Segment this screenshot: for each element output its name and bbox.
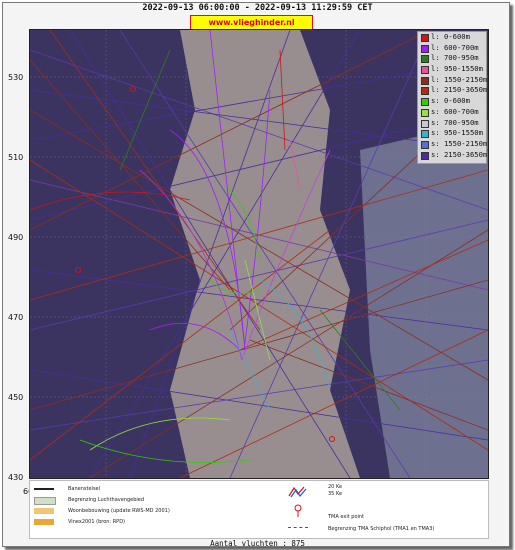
legend-swatch — [421, 98, 429, 107]
legend-item: s: 700-950m — [418, 118, 486, 129]
legend-swatch — [421, 55, 429, 64]
key-label: Begrenzing Luchthavengebied — [68, 497, 145, 503]
legend-item: l: 950-1550m — [418, 64, 486, 75]
flight-track-map[interactable] — [29, 29, 489, 479]
airport-area-swatch — [34, 497, 56, 505]
key-label: Banenstelsel — [68, 486, 101, 492]
key-label: Woonbebouwing (update RWS-MD 2001) — [68, 508, 170, 514]
housing-swatch — [34, 508, 54, 514]
noise-contour-icon — [288, 486, 307, 498]
legend-swatch — [421, 66, 429, 75]
legend-swatch — [421, 108, 429, 117]
legend-item: s: 0-600m — [418, 96, 486, 107]
legend-swatch — [421, 76, 429, 85]
key-label: 35 Ke — [328, 491, 343, 497]
legend-item: l: 0-600m — [418, 32, 486, 43]
tma-boundary-swatch — [288, 527, 308, 528]
key-label: Begrenzing TMA Schiphol (TMA1 en TMA3) — [328, 526, 435, 532]
map-key: Banenstelsel Begrenzing Luchthavengebied… — [29, 480, 489, 539]
legend-item: s: 2150-3650m — [418, 150, 487, 161]
altitude-legend: l: 0-600m l: 600-700m l: 700-950m l: 950… — [417, 31, 487, 164]
legend-item: s: 600-700m — [418, 107, 486, 118]
brand-label[interactable]: www.vlieghinder.nl — [190, 15, 313, 30]
y-tick: 430 — [8, 473, 24, 482]
legend-swatch — [421, 130, 429, 139]
legend-swatch — [421, 34, 429, 42]
vinex-swatch — [34, 519, 54, 525]
exit-point-icon — [294, 504, 302, 517]
legend-swatch — [421, 151, 429, 160]
key-label: 20 Ke — [328, 484, 343, 490]
runway-swatch — [34, 488, 54, 490]
legend-item: s: 950-1550m — [418, 128, 486, 139]
legend-swatch — [421, 119, 429, 128]
tma-exit-point — [75, 267, 81, 273]
legend-item: s: 1550-2150m — [418, 139, 487, 150]
map-canvas — [30, 30, 488, 478]
legend-swatch — [421, 44, 429, 53]
key-label: TMA exit point — [328, 514, 365, 520]
tma-exit-point — [329, 436, 335, 442]
key-label: Vinex2001 (bron: RPD) — [68, 519, 125, 525]
y-tick: 490 — [8, 233, 24, 242]
legend-swatch — [421, 87, 429, 96]
grid — [30, 30, 488, 478]
time-range-title: 2022-09-13 06:00:00 - 2022-09-13 11:29:5… — [142, 3, 373, 13]
y-tick: 450 — [8, 393, 24, 402]
legend-swatch — [421, 140, 429, 149]
legend-item: l: 2150-3650m — [418, 85, 487, 96]
y-tick: 530 — [8, 73, 24, 82]
legend-item: l: 1550-2150m — [418, 75, 487, 86]
y-tick: 510 — [8, 153, 24, 162]
tma-exit-point — [130, 86, 136, 92]
legend-item: l: 600-700m — [418, 43, 486, 54]
x-tick: 60 — [23, 487, 33, 496]
y-tick: 470 — [8, 313, 24, 322]
sea-area — [360, 120, 488, 478]
legend-item: l: 700-950m — [418, 53, 486, 64]
flight-count: Aantal vluchten : 875 — [210, 539, 305, 548]
flight-tracks — [30, 30, 488, 478]
